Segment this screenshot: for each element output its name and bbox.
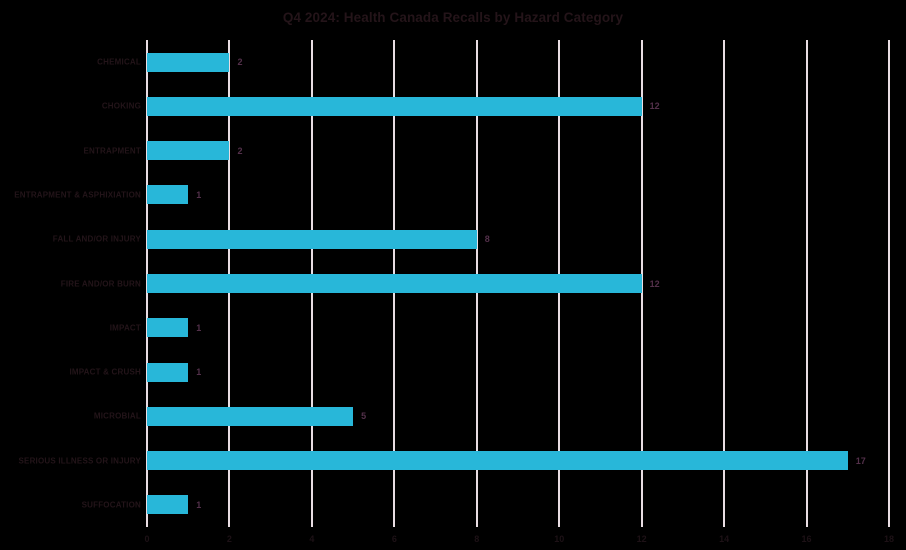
value-label: 1 [196, 367, 202, 378]
bar [147, 185, 189, 205]
x-tick-label: 0 [144, 534, 150, 544]
gridline [805, 40, 808, 527]
bar [147, 52, 230, 72]
value-label: 2 [237, 145, 243, 156]
category-label: ENTRAPMENT & ASPHIXIATION [14, 190, 141, 200]
bar [147, 96, 642, 116]
value-label: 2 [237, 57, 243, 68]
category-label: IMPACT [109, 323, 141, 333]
category-label: MICROBIAL [93, 411, 141, 421]
category-label: CHOKING [101, 101, 141, 111]
category-label: FIRE AND/OR BURN [60, 279, 141, 288]
bar [147, 406, 354, 426]
bar [147, 495, 189, 515]
bar [147, 362, 189, 382]
category-label: FALL AND/OR INJURY [52, 234, 141, 244]
category-label: ENTRAPMENT [83, 146, 141, 156]
bar [147, 274, 642, 293]
plot-area: 0 2 4 6 8 10 12 14 16 18 CHEMICAL 2 CHOKING 12 ENTRAPM… [14, 40, 894, 544]
value-label: 1 [196, 322, 202, 333]
gridline [640, 40, 643, 527]
gridline [888, 40, 890, 527]
x-tick-label: 8 [474, 534, 480, 544]
value-label: 1 [196, 189, 202, 200]
value-label: 17 [855, 455, 866, 466]
x-tick-label: 16 [801, 534, 812, 544]
category-label: CHEMICAL [97, 57, 141, 67]
bar [147, 141, 230, 161]
value-label: 8 [484, 234, 490, 245]
gridline [723, 40, 726, 527]
x-tick-label: 10 [554, 534, 565, 544]
category-label: SUFFOCATION [81, 500, 141, 510]
value-label: 5 [361, 411, 367, 422]
x-tick-label: 12 [636, 534, 647, 544]
category-label: IMPACT & CRUSH [69, 367, 141, 377]
value-label: 12 [649, 278, 660, 289]
x-tick-label: 4 [309, 534, 315, 544]
x-tick-label: 18 [883, 534, 895, 544]
value-label: 12 [649, 101, 660, 112]
x-tick-label: 6 [391, 534, 397, 544]
chart-title: Q4 2024: Health Canada Recalls by Hazard… [282, 10, 624, 25]
x-tick-label: 2 [226, 534, 232, 544]
category-label: SERIOUS ILLNESS OR INJURY [18, 456, 141, 466]
value-label: 1 [196, 499, 202, 510]
bar [147, 451, 848, 471]
bar [147, 229, 477, 249]
bar [147, 318, 189, 338]
x-tick-label: 14 [719, 534, 730, 544]
